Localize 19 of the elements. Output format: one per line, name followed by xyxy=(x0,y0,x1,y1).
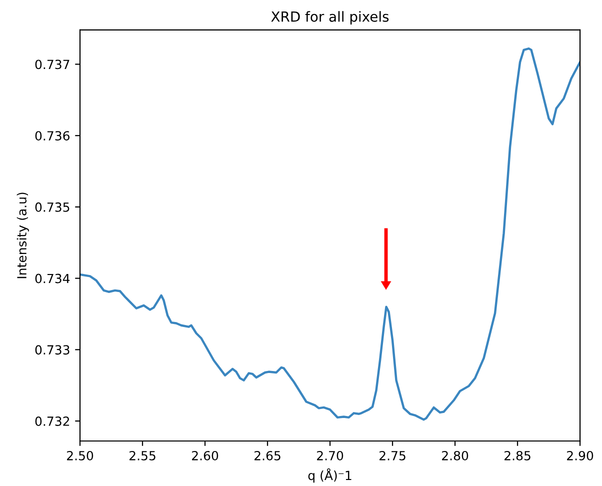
x-tick-label: 2.70 xyxy=(317,450,344,460)
x-tick-label: 2.55 xyxy=(130,450,156,460)
y-tick-label: 0.735 xyxy=(35,202,70,212)
x-tick-label: 2.85 xyxy=(504,450,530,460)
x-tick-label: 2.50 xyxy=(67,450,94,460)
x-tick-label: 2.80 xyxy=(442,450,468,460)
chart-title: XRD for all pixels xyxy=(271,11,389,25)
line-series xyxy=(80,47,580,421)
y-tick-label: 0.732 xyxy=(35,416,70,426)
y-tick-label: 0.733 xyxy=(35,345,70,355)
x-tick-label: 2.90 xyxy=(567,450,594,460)
y-axis-title: Intensity (a.u) xyxy=(16,192,29,278)
x-tick-label: 2.65 xyxy=(254,450,280,460)
x-tick-label: 2.75 xyxy=(380,450,406,460)
x-axis-title: q (Å)⁻1 xyxy=(308,468,352,483)
y-tick-label: 0.734 xyxy=(35,274,70,284)
y-tick-label: 0.737 xyxy=(35,60,70,70)
y-tick-label: 0.736 xyxy=(35,131,70,141)
x-tick-label: 2.60 xyxy=(192,450,218,460)
